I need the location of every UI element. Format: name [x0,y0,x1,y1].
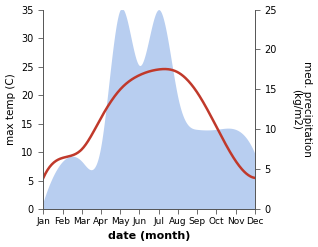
X-axis label: date (month): date (month) [108,231,190,242]
Y-axis label: med. precipitation
(kg/m2): med. precipitation (kg/m2) [291,62,313,157]
Y-axis label: max temp (C): max temp (C) [5,74,16,145]
